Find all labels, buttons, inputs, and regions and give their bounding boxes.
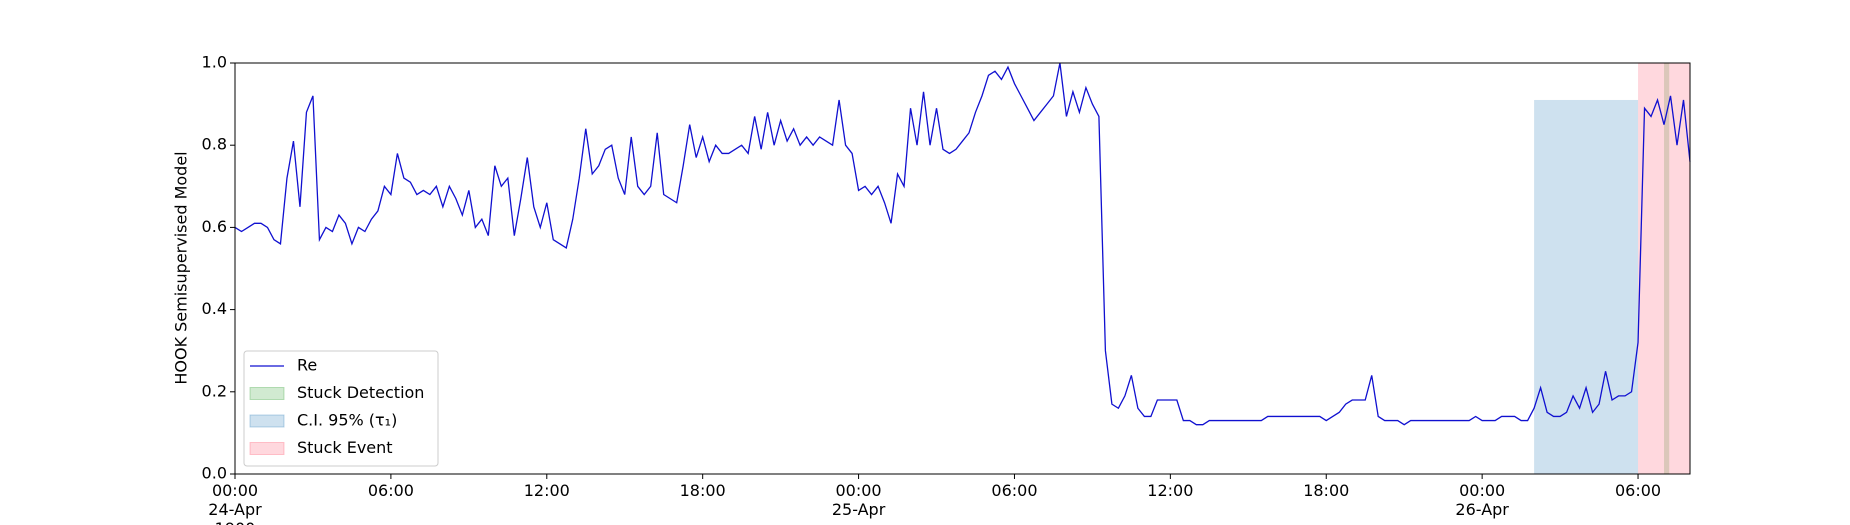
legend-label: Re [297, 356, 317, 375]
x-tick-label: 12:00 [1147, 481, 1194, 500]
y-tick-label: 0.0 [202, 464, 227, 483]
legend-label: Stuck Event [297, 438, 393, 457]
span [1534, 99, 1639, 475]
axes-frame [234, 62, 1691, 475]
x-tick-label: 06:00 [1614, 481, 1662, 500]
y-tick-label: 0.8 [202, 135, 227, 154]
x-tick-label: 00:00 25-Apr [831, 481, 886, 519]
legend-frame [243, 350, 439, 467]
y-tick-label: 0.6 [202, 217, 227, 236]
x-tick-label: 18:00 [1303, 481, 1350, 500]
legend-patch [249, 387, 285, 400]
legend-label: C.I. 95% (τ₁) [297, 411, 397, 430]
y-tick-label: 0.4 [202, 299, 227, 318]
data-line [234, 62, 1691, 426]
x-tick-label: 00:00 26-Apr [1455, 481, 1509, 519]
legend-label: Stuck Detection [297, 383, 424, 402]
x-tick-label: 00:00 24-Apr 1900 [208, 481, 262, 525]
y-tick-label: 0.2 [202, 381, 227, 400]
x-tick-label: 12:00 [523, 481, 570, 500]
span [1664, 63, 1670, 474]
x-tick-label: 06:00 [367, 481, 414, 500]
x-tick-label: 06:00 [991, 481, 1038, 500]
legend-patch [249, 442, 285, 455]
legend-patch [249, 414, 285, 428]
legend: Re Stuck Detection C.I. 95% (τ₁) Stuck Even… [243, 350, 439, 467]
x-tick-label: 18:00 [679, 481, 726, 500]
y-axis-label: HOOK Semisupervised Model [172, 151, 191, 384]
y-tick-label: 1.0 [202, 53, 227, 72]
span [1638, 63, 1690, 474]
